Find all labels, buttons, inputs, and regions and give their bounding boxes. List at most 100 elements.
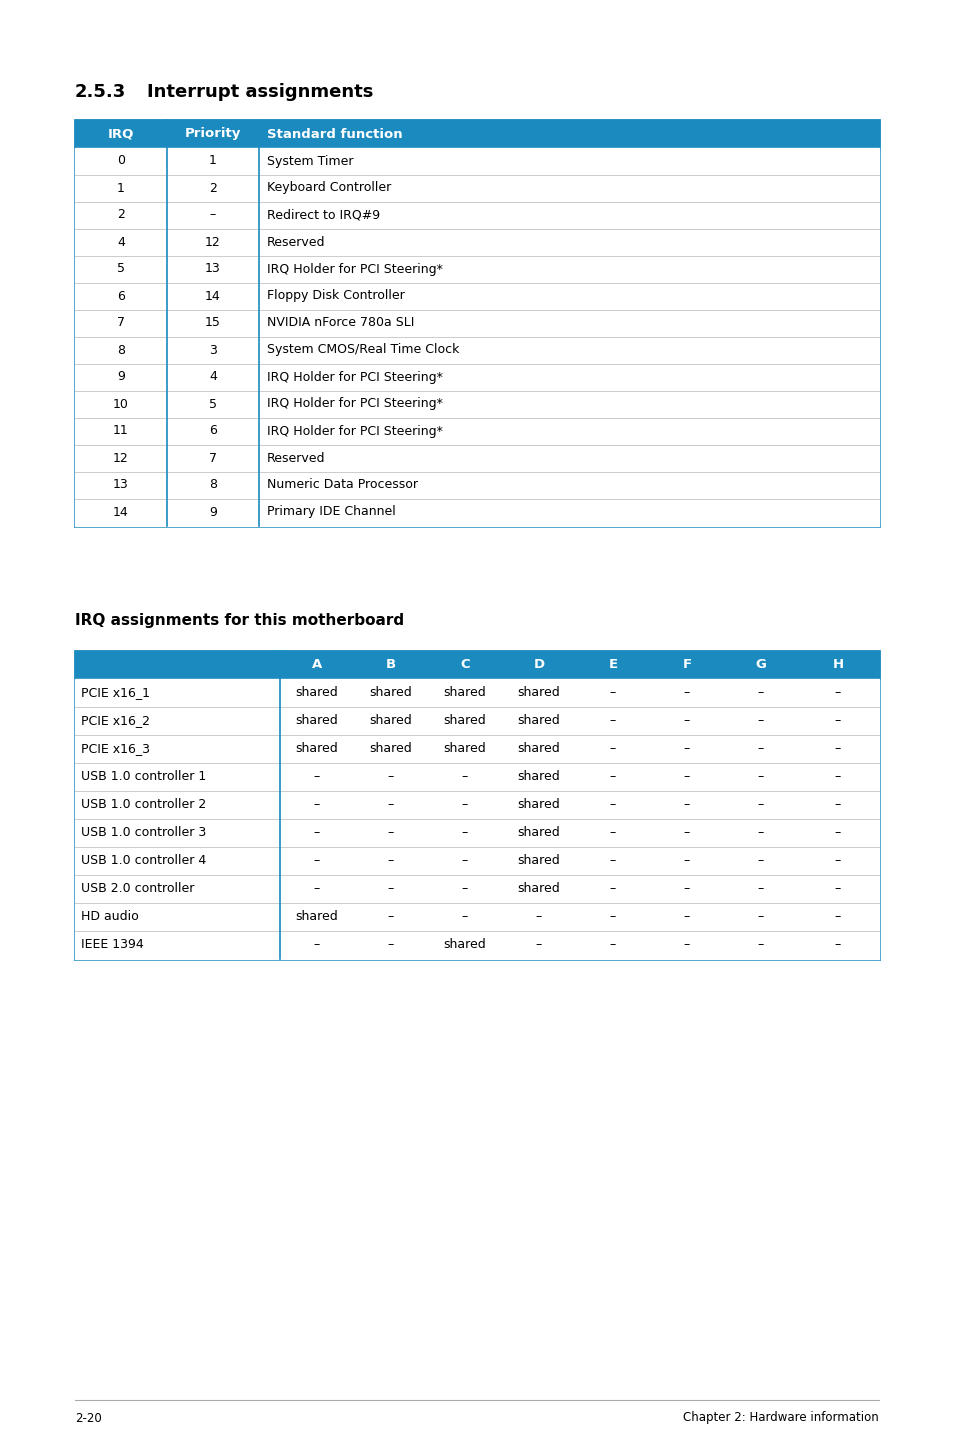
Text: –: – xyxy=(314,771,320,784)
Text: –: – xyxy=(210,209,216,221)
Text: E: E xyxy=(608,659,617,672)
Text: 8: 8 xyxy=(117,344,125,357)
Text: –: – xyxy=(388,827,394,840)
Bar xyxy=(75,229,878,256)
Bar xyxy=(75,418,878,444)
Bar xyxy=(75,735,878,764)
Text: shared: shared xyxy=(295,686,338,699)
Text: –: – xyxy=(314,854,320,867)
Text: IRQ: IRQ xyxy=(108,128,134,141)
Text: shared: shared xyxy=(443,715,486,728)
Text: shared: shared xyxy=(517,798,559,811)
Text: –: – xyxy=(314,883,320,896)
Text: Priority: Priority xyxy=(185,128,241,141)
Text: 4: 4 xyxy=(209,371,216,384)
Text: –: – xyxy=(683,742,689,755)
Text: 11: 11 xyxy=(113,424,129,437)
Text: 14: 14 xyxy=(113,506,129,519)
Text: 14: 14 xyxy=(205,289,221,302)
Text: 2-20: 2-20 xyxy=(75,1412,102,1425)
Text: 2.5.3: 2.5.3 xyxy=(75,83,126,101)
Text: PCIE x16_1: PCIE x16_1 xyxy=(81,686,150,699)
Text: –: – xyxy=(683,939,689,952)
Text: shared: shared xyxy=(295,715,338,728)
Text: –: – xyxy=(757,771,763,784)
Text: –: – xyxy=(683,798,689,811)
Text: –: – xyxy=(388,883,394,896)
Text: –: – xyxy=(609,910,616,923)
Text: IRQ Holder for PCI Steering*: IRQ Holder for PCI Steering* xyxy=(267,263,442,276)
Text: Floppy Disk Controller: Floppy Disk Controller xyxy=(267,289,404,302)
Text: 2: 2 xyxy=(209,181,216,194)
Text: –: – xyxy=(461,771,468,784)
Text: –: – xyxy=(757,827,763,840)
Text: Numeric Data Processor: Numeric Data Processor xyxy=(267,479,417,492)
Bar xyxy=(75,119,878,526)
Text: USB 1.0 controller 1: USB 1.0 controller 1 xyxy=(81,771,206,784)
Text: Reserved: Reserved xyxy=(267,236,325,249)
Text: –: – xyxy=(388,939,394,952)
Text: PCIE x16_3: PCIE x16_3 xyxy=(81,742,150,755)
Text: –: – xyxy=(609,715,616,728)
Bar xyxy=(75,651,878,959)
Text: USB 1.0 controller 3: USB 1.0 controller 3 xyxy=(81,827,206,840)
Text: shared: shared xyxy=(369,742,412,755)
Text: –: – xyxy=(609,771,616,784)
Text: 0: 0 xyxy=(117,154,125,167)
Text: NVIDIA nForce 780a SLI: NVIDIA nForce 780a SLI xyxy=(267,316,414,329)
Text: –: – xyxy=(609,798,616,811)
Bar xyxy=(75,148,878,175)
Bar xyxy=(75,847,878,874)
Text: –: – xyxy=(536,939,541,952)
Text: IRQ Holder for PCI Steering*: IRQ Holder for PCI Steering* xyxy=(267,371,442,384)
Text: –: – xyxy=(314,798,320,811)
Text: D: D xyxy=(533,659,544,672)
Text: –: – xyxy=(461,798,468,811)
Text: –: – xyxy=(609,827,616,840)
Text: 2: 2 xyxy=(117,209,125,221)
Text: Redirect to IRQ#9: Redirect to IRQ#9 xyxy=(267,209,379,221)
Text: –: – xyxy=(314,827,320,840)
Text: 1: 1 xyxy=(209,154,216,167)
Text: B: B xyxy=(386,659,395,672)
Text: –: – xyxy=(683,910,689,923)
Bar xyxy=(75,311,878,336)
Text: shared: shared xyxy=(517,771,559,784)
Text: 12: 12 xyxy=(205,236,221,249)
Bar xyxy=(75,256,878,283)
Text: –: – xyxy=(388,854,394,867)
Text: –: – xyxy=(609,939,616,952)
Text: –: – xyxy=(314,939,320,952)
Text: –: – xyxy=(757,883,763,896)
Text: 1: 1 xyxy=(117,181,125,194)
Text: –: – xyxy=(683,827,689,840)
Text: –: – xyxy=(834,715,841,728)
Bar xyxy=(75,391,878,418)
Bar xyxy=(75,930,878,959)
Text: 15: 15 xyxy=(205,316,221,329)
Bar xyxy=(75,119,878,148)
Text: –: – xyxy=(757,798,763,811)
Text: –: – xyxy=(683,883,689,896)
Text: shared: shared xyxy=(443,742,486,755)
Text: –: – xyxy=(683,715,689,728)
Text: shared: shared xyxy=(369,686,412,699)
Text: System Timer: System Timer xyxy=(267,154,354,167)
Text: 4: 4 xyxy=(117,236,125,249)
Text: Keyboard Controller: Keyboard Controller xyxy=(267,181,391,194)
Text: PCIE x16_2: PCIE x16_2 xyxy=(81,715,150,728)
Bar xyxy=(75,175,878,201)
Text: H: H xyxy=(832,659,842,672)
Text: –: – xyxy=(757,742,763,755)
Text: 12: 12 xyxy=(113,452,129,464)
Text: –: – xyxy=(683,771,689,784)
Text: IEEE 1394: IEEE 1394 xyxy=(81,939,144,952)
Text: shared: shared xyxy=(517,854,559,867)
Bar xyxy=(75,820,878,847)
Text: –: – xyxy=(609,686,616,699)
Text: –: – xyxy=(609,742,616,755)
Text: –: – xyxy=(536,910,541,923)
Text: 13: 13 xyxy=(113,479,129,492)
Bar xyxy=(75,707,878,735)
Text: 3: 3 xyxy=(209,344,216,357)
